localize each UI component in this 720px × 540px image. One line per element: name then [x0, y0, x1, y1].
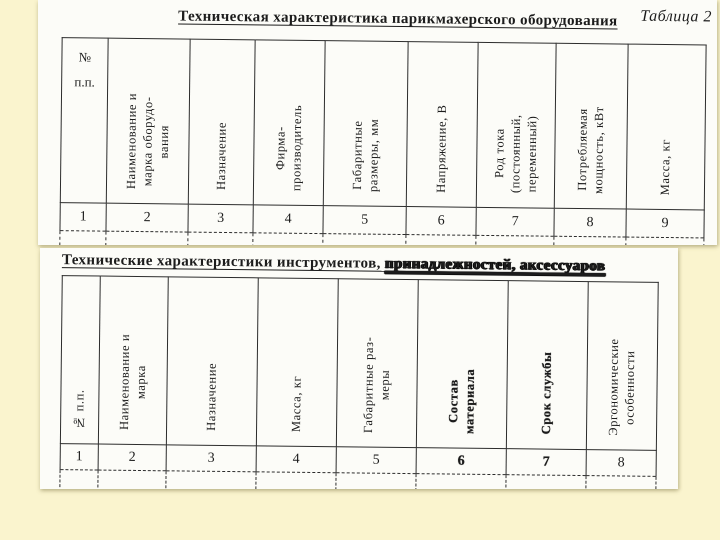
- t2-colnum-1: 1: [60, 443, 99, 471]
- t1-colnum-9: 9: [625, 209, 705, 238]
- t1-header-cell-current-type: Род тока (постоянный, переменный): [476, 42, 557, 209]
- t2-colnum-8: 8: [586, 449, 657, 477]
- equipment-table-title: Техническая характеристика парикмахерско…: [178, 8, 618, 30]
- t2-stub-cell: [59, 469, 99, 488]
- tools-title-smudged: принадлежностей, аксессуаров: [384, 255, 606, 275]
- scan-region-equipment: Таблица 2 Техническая характеристика пар…: [38, 0, 717, 245]
- t2-stub-cell: [255, 471, 337, 489]
- t2-header-label-material: Состав материала: [446, 368, 478, 434]
- t1-stub-cell: [187, 232, 253, 245]
- t1-stub-cell: [553, 236, 626, 245]
- t1-colnum-5: 5: [322, 205, 407, 235]
- t1-colnum-2: 2: [105, 203, 189, 233]
- t1-colnum-3: 3: [187, 204, 254, 233]
- t2-header-label-ergonomics: Эргономические особенности: [606, 338, 638, 436]
- tools-header-row: № п.п. Наименование и марка Назначение М…: [60, 275, 659, 451]
- t1-header-label-voltage: Напряжение, В: [434, 103, 450, 193]
- t1-header-cell-weight: Масса, кг: [626, 44, 707, 210]
- t1-colnum-7: 7: [475, 207, 555, 237]
- t2-colnum-7: 7: [506, 448, 587, 476]
- t1-header-label-weight: Масса, кг: [658, 138, 673, 196]
- t1-header-label-current-type: Род тока (постоянный, переменный): [492, 114, 540, 194]
- t2-header-label-dimensions: Габаритные раз- меры: [361, 336, 393, 433]
- t2-header-label-purpose: Назначение: [204, 362, 220, 431]
- t1-stub-cell: [322, 233, 406, 245]
- t1-colnum-4: 4: [252, 204, 324, 234]
- t1-header-cell-manufacturer: Фирма- производитель: [253, 39, 326, 206]
- t2-header-cell-ergonomics: Эргономические особенности: [586, 281, 659, 451]
- scan-tilt-wrapper-2: Технические характеристики инструментов,…: [40, 248, 678, 489]
- t1-header-cell-voltage: Напряжение, В: [406, 41, 479, 208]
- t2-colnum-3: 3: [166, 444, 257, 472]
- t1-stub-cell: [405, 234, 476, 245]
- t2-header-cell-purpose: Назначение: [166, 276, 259, 446]
- t1-header-label-purpose: Назначение: [213, 121, 229, 191]
- t2-header-label-weight: Масса, кг: [289, 375, 305, 432]
- t1-stub-cell: [252, 232, 323, 245]
- t1-colnum-1: 1: [59, 202, 107, 232]
- t2-stub-cell: [415, 473, 507, 489]
- t1-header-cell-npp: № п.п.: [60, 37, 109, 204]
- equipment-header-row: № п.п. Наименование и марка оборудо- ван…: [60, 37, 707, 210]
- t2-header-label-name-mark: Наименование и марка: [117, 333, 149, 430]
- t2-stub-cell: [585, 475, 657, 489]
- t2-header-label-npp: № п.п.: [72, 388, 87, 430]
- t2-colnum-4: 4: [256, 445, 337, 473]
- t2-stub-cell: [505, 474, 587, 489]
- t2-stub-cell: [97, 470, 167, 489]
- equipment-table: № п.п. Наименование и марка оборудо- ван…: [59, 37, 707, 245]
- t2-colnum-6: 6: [416, 447, 507, 475]
- t1-stub-cell: [625, 237, 704, 245]
- tools-table-title: Технические характеристики инструментов,…: [62, 252, 606, 275]
- t2-header-cell-name-mark: Наименование и марка: [98, 276, 169, 445]
- t2-stub-cell: [335, 472, 417, 489]
- scan-region-tools: Технические характеристики инструментов,…: [40, 248, 678, 489]
- t2-header-cell-weight: Масса, кг: [256, 277, 339, 447]
- t2-colnum-2: 2: [98, 444, 167, 471]
- t1-header-label-npp: № п.п.: [74, 49, 95, 90]
- tools-title-normal: Технические характеристики инструментов,: [61, 252, 386, 272]
- t1-header-label-dimensions: Габаритные размеры, мм: [349, 118, 381, 192]
- t2-colnum-5: 5: [336, 446, 417, 474]
- tools-table: № п.п. Наименование и марка Назначение М…: [59, 275, 659, 489]
- t1-stub-cell: [105, 231, 188, 245]
- t1-header-label-manufacturer: Фирма- производитель: [273, 104, 305, 191]
- t1-stub-cell: [59, 230, 106, 245]
- t2-header-label-service-life: Срок службы: [539, 351, 555, 435]
- t2-stub-cell: [165, 470, 257, 489]
- t1-header-label-power: Потребляемая мощность, кВт: [575, 106, 607, 195]
- t1-colnum-6: 6: [405, 206, 477, 236]
- t1-colnum-8: 8: [553, 208, 627, 238]
- t1-header-cell-dimensions: Габаритные размеры, мм: [323, 40, 409, 207]
- t2-header-cell-npp: № п.п.: [60, 275, 101, 445]
- scan-tilt-wrapper-1: Таблица 2 Техническая характеристика пар…: [38, 0, 717, 245]
- t2-header-cell-service-life: Срок службы: [506, 280, 589, 450]
- t1-header-cell-name-mark: Наименование и марка оборудо- вания: [106, 38, 191, 205]
- t1-stub-cell: [475, 235, 554, 245]
- t1-header-cell-purpose: Назначение: [188, 39, 256, 205]
- t1-header-label-name-mark: Наименование и марка оборудо- вания: [124, 92, 172, 190]
- t2-header-cell-material: Состав материала: [416, 279, 509, 449]
- t2-header-cell-dimensions: Габаритные раз- меры: [336, 278, 419, 448]
- t1-header-cell-power: Потребляемая мощность, кВт: [554, 43, 629, 210]
